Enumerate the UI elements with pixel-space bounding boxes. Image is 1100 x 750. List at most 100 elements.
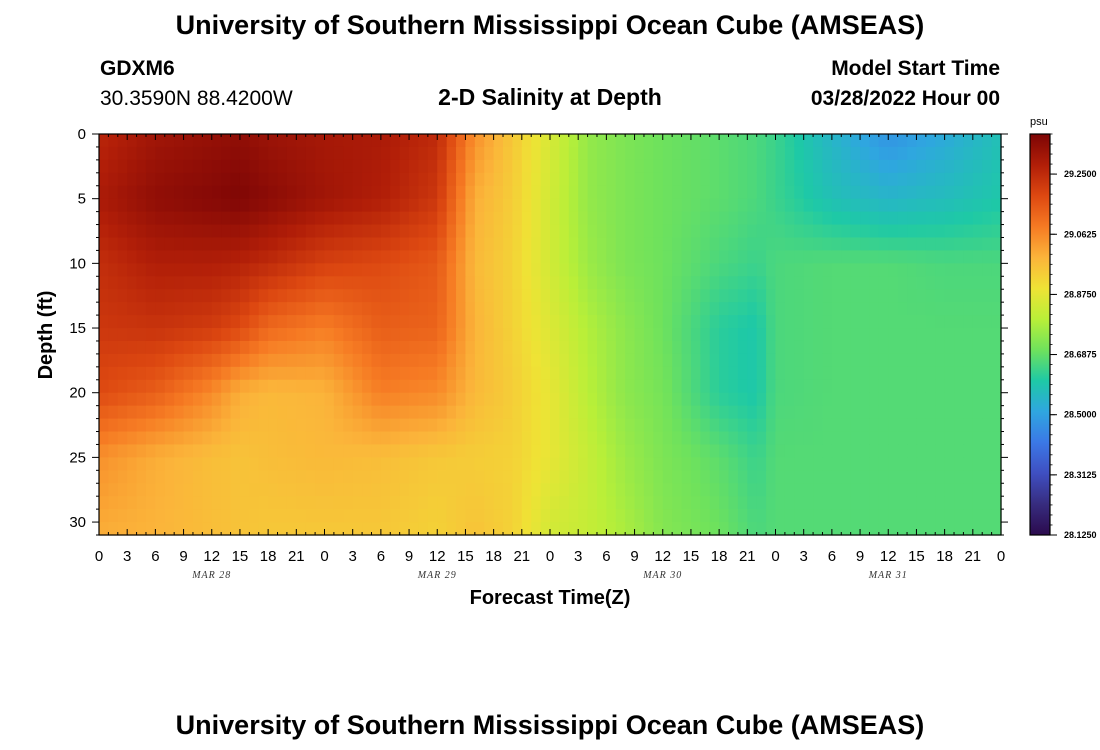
heatmap-cell (324, 237, 335, 252)
heatmap-cell (822, 302, 833, 316)
heatmap-cell (418, 198, 429, 213)
x-tick-label: 12 (429, 548, 446, 565)
heatmap-cell (333, 470, 344, 484)
heatmap-cell (418, 289, 429, 303)
heatmap-cell (559, 392, 570, 407)
heatmap-cell (860, 328, 871, 342)
heatmap-cell (390, 392, 401, 407)
heatmap-cell (944, 185, 955, 200)
heatmap-cell (390, 353, 401, 368)
heatmap-cell (578, 340, 589, 355)
heatmap-cell (690, 496, 701, 510)
heatmap-cell (493, 315, 504, 329)
heatmap-cell (615, 237, 626, 252)
heatmap-cell (869, 431, 880, 446)
heatmap-cell (512, 496, 523, 510)
heatmap-cell (503, 392, 514, 407)
heatmap-cell (719, 237, 730, 252)
heatmap-cell (362, 302, 373, 316)
heatmap-cell (606, 289, 617, 303)
heatmap-cell (333, 237, 344, 252)
heatmap-cell (531, 496, 542, 510)
x-tick-label: 3 (800, 548, 808, 565)
heatmap-cell (690, 328, 701, 342)
heatmap-cell (587, 457, 598, 471)
heatmap-cell (672, 431, 683, 446)
heatmap-cell (850, 289, 861, 303)
heatmap-cell (888, 237, 899, 252)
heatmap-cell (831, 379, 842, 394)
heatmap-cell (230, 198, 241, 213)
heatmap-cell (963, 522, 974, 536)
heatmap-cell (352, 211, 363, 226)
heatmap-cell (117, 276, 128, 290)
heatmap-cell (897, 198, 908, 213)
heatmap-cell (963, 379, 974, 394)
heatmap-cell (418, 159, 429, 174)
heatmap-cell (427, 366, 438, 381)
heatmap-cell (465, 483, 476, 497)
heatmap-cell (409, 353, 420, 368)
heatmap-cell (277, 522, 288, 536)
heatmap-cell (831, 315, 842, 329)
heatmap-cell (268, 418, 279, 433)
heatmap-cell (108, 289, 119, 303)
heatmap-cell (465, 392, 476, 407)
heatmap-cell (371, 483, 382, 497)
heatmap-cell (709, 366, 720, 381)
heatmap-cell (653, 315, 664, 329)
heatmap-cell (183, 431, 194, 446)
heatmap-cell (963, 315, 974, 329)
heatmap-cell (737, 379, 748, 394)
heatmap-cell (803, 159, 814, 174)
heatmap-cell (897, 366, 908, 381)
heatmap-cell (296, 340, 307, 355)
heatmap-cell (230, 379, 241, 394)
heatmap-cell (493, 457, 504, 471)
heatmap-cell (907, 159, 918, 174)
heatmap-cell (399, 159, 410, 174)
heatmap-cell (935, 146, 946, 161)
heatmap-cell (897, 392, 908, 407)
heatmap-cell (625, 224, 636, 239)
heatmap-cell (888, 263, 899, 277)
heatmap-cell (578, 172, 589, 187)
heatmap-cell (690, 315, 701, 329)
heatmap-cell (888, 457, 899, 471)
heatmap-cell (897, 470, 908, 484)
heatmap-cell (784, 198, 795, 213)
heatmap-cell (174, 159, 185, 174)
heatmap-cell (615, 418, 626, 433)
heatmap-cell (456, 211, 467, 226)
heatmap-cell (784, 379, 795, 394)
heatmap-cell (315, 509, 326, 523)
heatmap-cell (916, 146, 927, 161)
heatmap-cell (531, 315, 542, 329)
heatmap-cell (907, 483, 918, 497)
heatmap-cell (578, 353, 589, 368)
heatmap-cell (972, 340, 983, 355)
heatmap-cell (164, 340, 175, 355)
heatmap-cell (446, 263, 457, 277)
heatmap-cell (277, 457, 288, 471)
heatmap-cell (380, 302, 391, 316)
heatmap-cell (775, 496, 786, 510)
heatmap-cell (230, 496, 241, 510)
heatmap-cell (596, 250, 607, 264)
heatmap-cell (371, 509, 382, 523)
heatmap-cell (164, 392, 175, 407)
heatmap-cell (907, 134, 918, 148)
heatmap-cell (465, 522, 476, 536)
heatmap-cell (784, 509, 795, 523)
heatmap-cell (878, 418, 889, 433)
heatmap-cell (550, 276, 560, 290)
heatmap-cell (230, 431, 241, 446)
heatmap-cell (728, 392, 739, 407)
heatmap-cell (963, 250, 974, 264)
heatmap-cell (474, 457, 485, 471)
heatmap-cell (136, 198, 147, 213)
heatmap-cell (108, 353, 119, 368)
heatmap-cell (606, 366, 617, 381)
heatmap-cell (662, 237, 673, 252)
heatmap-cell (174, 198, 185, 213)
